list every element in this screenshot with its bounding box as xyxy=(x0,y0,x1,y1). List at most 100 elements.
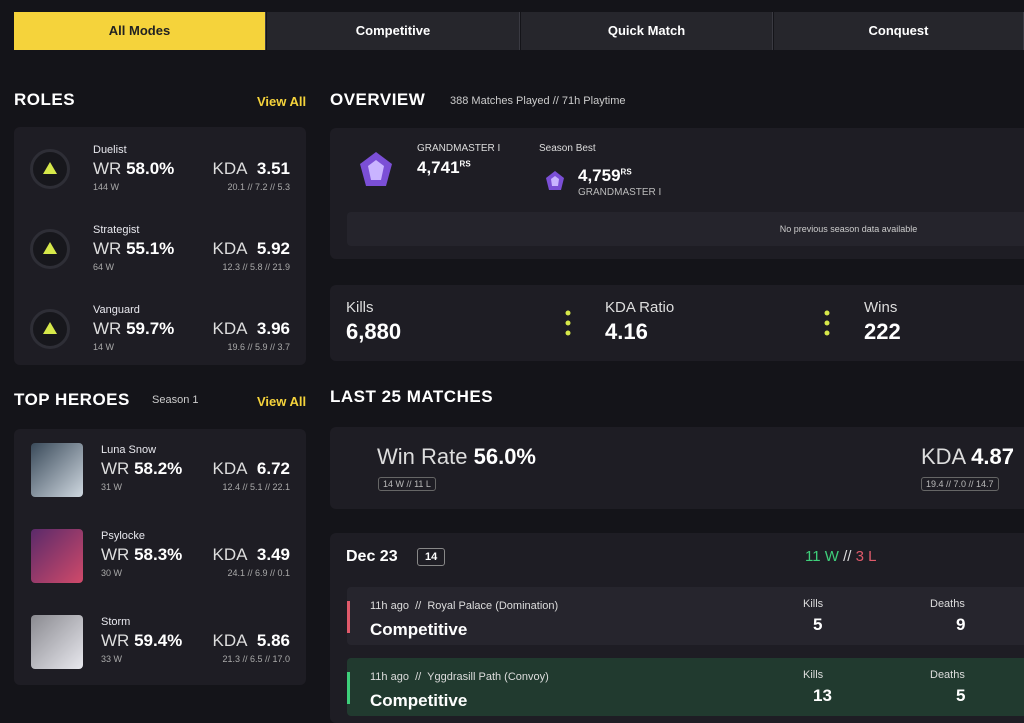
wr: 58.0% xyxy=(126,159,175,178)
rank-icon xyxy=(546,171,564,190)
kda-breakdown: 19.4 // 7.0 // 14.7 xyxy=(921,477,999,491)
tab[interactable]: Conquest xyxy=(774,12,1024,50)
kda: 3.49 xyxy=(256,545,290,564)
season-best-score: 4,759 xyxy=(578,166,621,185)
overview-card: GRANDMASTER I 4,741RS Season Best 4,759R… xyxy=(330,128,1024,259)
kda-breakdown: 21.3 // 6.5 // 17.0 xyxy=(222,654,290,664)
mode: Competitive xyxy=(370,620,468,639)
label: WR xyxy=(93,319,122,338)
role-icon xyxy=(30,149,70,189)
wr-line: WR 58.0% xyxy=(93,159,174,179)
hero-portrait xyxy=(31,529,83,583)
day-card: Dec 23 14 11 W // 3 L 11h ago // Royal P… xyxy=(330,533,1024,723)
kda-line: KDA 6.72 xyxy=(212,459,290,479)
section-title: OVERVIEW xyxy=(330,90,426,109)
match-row[interactable]: 11h ago // Yggdrasill Path (Convoy) Compe… xyxy=(347,658,1024,716)
section-title: TOP HEROES xyxy=(14,390,130,409)
label: Deaths xyxy=(930,598,965,610)
sep: // xyxy=(415,671,422,683)
result-bar xyxy=(347,601,350,633)
row: Psylocke WR 58.3% 30 W KDA 3.49 24.1 // 6.9 … xyxy=(14,515,306,595)
label: WR xyxy=(101,631,130,650)
hero-portrait xyxy=(31,443,83,497)
match-info: 11h ago // Royal Palace (Domination) xyxy=(370,600,558,612)
no-data: No previous season data available xyxy=(347,212,1024,246)
wr-line: WR 59.7% xyxy=(93,319,174,339)
sep: // xyxy=(843,548,852,565)
wr-line: WR 55.1% xyxy=(93,239,174,259)
kda-line: KDA 3.49 xyxy=(212,545,290,565)
label: KDA xyxy=(212,631,248,650)
wr: 59.7% xyxy=(126,319,175,338)
wins: 14 W xyxy=(93,342,115,352)
label: WR xyxy=(93,239,122,258)
season: Season 1 xyxy=(152,394,199,406)
kills: 5 xyxy=(813,615,823,634)
tab[interactable]: All Modes xyxy=(14,12,266,50)
map: Yggdrasill Path (Convoy) xyxy=(427,671,549,683)
rank-score: 4,741 xyxy=(417,158,460,177)
label: KDA xyxy=(212,319,248,338)
map: Royal Palace (Domination) xyxy=(427,600,559,612)
wr: 55.1% xyxy=(126,239,175,258)
kda: 5.86 xyxy=(256,631,290,650)
deaths: 5 xyxy=(956,686,966,705)
name: Psylocke xyxy=(101,530,146,542)
view-all[interactable]: View All xyxy=(257,394,307,409)
kda: 3.51 xyxy=(256,159,290,178)
unit: RS xyxy=(459,159,471,169)
season-best-label: Season Best xyxy=(539,143,596,154)
kda-breakdown: 19.6 // 5.9 // 3.7 xyxy=(227,342,290,352)
label: WR xyxy=(101,545,130,564)
label: Kills xyxy=(803,598,824,610)
role-glyph xyxy=(43,322,57,334)
wr-line: WR 59.4% xyxy=(101,631,182,651)
kills: 13 xyxy=(813,686,832,705)
label: Win Rate xyxy=(377,444,468,469)
unit: RS xyxy=(620,167,632,177)
result-bar xyxy=(347,672,350,704)
tab[interactable]: Quick Match xyxy=(521,12,773,50)
rank-icon xyxy=(360,152,392,186)
kda-line: KDA 5.92 xyxy=(212,239,290,259)
stat-label: Wins xyxy=(864,299,898,316)
wins: 11 W xyxy=(805,548,839,565)
label: WR xyxy=(93,159,122,178)
wins: 31 W xyxy=(101,482,123,492)
match-info: 11h ago // Yggdrasill Path (Convoy) xyxy=(370,671,549,683)
role-glyph xyxy=(43,242,57,254)
wins: 30 W xyxy=(101,568,123,578)
name: Duelist xyxy=(93,144,127,156)
subtitle: 388 Matches Played // 71h Playtime xyxy=(450,95,626,107)
roles-card: Duelist WR 58.0% 144 W KDA 3.51 20.1 // 7.2 … xyxy=(14,127,306,365)
match-row[interactable]: 11h ago // Royal Palace (Domination) Comp… xyxy=(347,587,1024,645)
view-all[interactable]: View All xyxy=(257,94,307,109)
row: Storm WR 59.4% 33 W KDA 5.86 21.3 // 6.5 // … xyxy=(14,601,306,681)
label: KDA xyxy=(212,459,248,478)
name: Vanguard xyxy=(93,304,140,316)
season-best-rank: GRANDMASTER I xyxy=(578,187,662,198)
no-data-text: No previous season data available xyxy=(779,224,918,234)
time: 11h ago xyxy=(370,671,409,683)
kda: 5.92 xyxy=(256,239,290,258)
label: KDA xyxy=(921,444,966,469)
kda: 6.72 xyxy=(256,459,290,478)
stat-value: 222 xyxy=(864,319,901,344)
kda-line: KDA 5.86 xyxy=(212,631,290,651)
heroes-card: Luna Snow WR 58.2% 31 W KDA 6.72 12.4 // 5.1… xyxy=(14,429,306,685)
wins: 14 W xyxy=(383,479,405,489)
time: 11h ago xyxy=(370,600,409,612)
section-title: ROLES xyxy=(14,90,76,109)
tab[interactable]: Competitive xyxy=(267,12,520,50)
divider xyxy=(824,310,830,336)
mode: Competitive xyxy=(370,691,468,710)
kda-breakdown: 24.1 // 6.9 // 0.1 xyxy=(227,568,290,578)
role-glyph xyxy=(43,162,57,174)
wr-line: WR 58.3% xyxy=(101,545,182,565)
summary-card: Win Rate 56.0% 14 W // 11 L KDA 4.87 19.… xyxy=(330,427,1024,509)
kda: 3.96 xyxy=(256,319,290,338)
wr: 58.3% xyxy=(134,545,183,564)
name: Luna Snow xyxy=(101,444,157,456)
label: KDA xyxy=(212,159,248,178)
wins: 144 W xyxy=(93,182,120,192)
